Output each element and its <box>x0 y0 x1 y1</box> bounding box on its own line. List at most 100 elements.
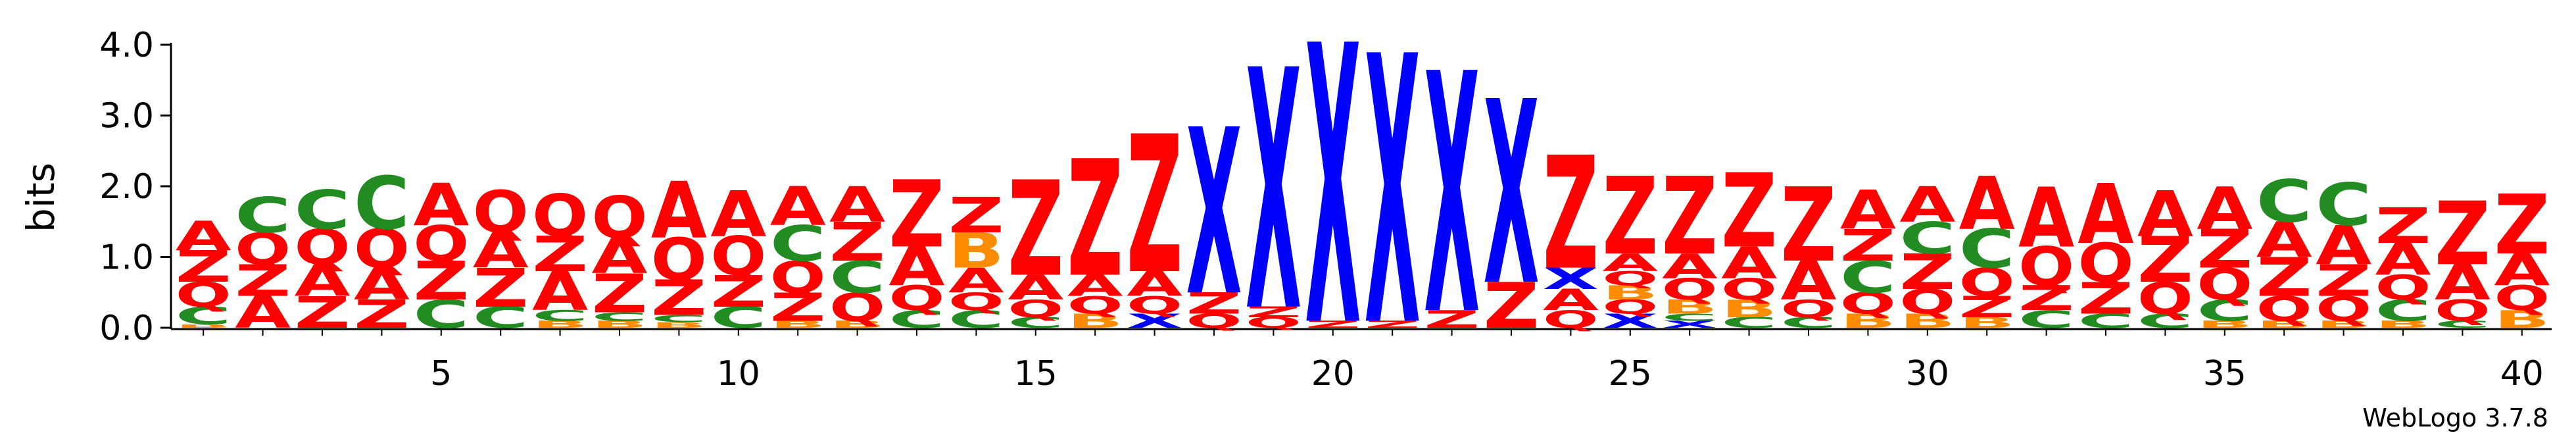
logo-letter-q: Q <box>1186 310 1242 332</box>
y-axis-label: bits <box>18 163 63 232</box>
logo-letter-q: Q <box>1602 268 1658 290</box>
logo-letter-a: A <box>1959 161 2015 246</box>
logo-letter-a: A <box>295 256 351 307</box>
logo-letter-c: C <box>532 307 588 324</box>
logo-letter-a: A <box>2137 178 2193 251</box>
logo-letter-a: A <box>354 259 410 310</box>
logo-letter-a: A <box>1008 268 1064 307</box>
logo-letter-q: Q <box>1008 295 1063 323</box>
logo-letter-c: C <box>1899 213 1955 264</box>
y-tick-label: 4.0 <box>99 26 154 65</box>
logo-letter-q: Q <box>1067 291 1123 319</box>
logo-letter-z: Z <box>413 251 469 312</box>
logo-letter-q: Q <box>2494 278 2550 318</box>
logo-letter-x: X <box>1186 82 1242 347</box>
logo-letter-z: Z <box>1959 290 2015 324</box>
logo-letter-c: C <box>2375 294 2431 328</box>
logo-letter-a: A <box>2375 234 2431 285</box>
logo-letter-a: A <box>1781 251 1837 312</box>
logo-letter-c: C <box>1959 219 2015 280</box>
logo-letter-z: Z <box>948 187 1004 244</box>
logo-letter-q: Q <box>592 184 648 252</box>
logo-letter-c: C <box>592 310 648 324</box>
logo-letter-q: Q <box>829 285 885 330</box>
logo-letter-q: Q <box>235 224 291 274</box>
logo-letter-a: A <box>473 222 529 279</box>
logo-letter-q: Q <box>1602 296 1658 319</box>
logo-letter-b: B <box>1067 310 1123 332</box>
logo-letter-a: A <box>2494 245 2550 296</box>
logo-letter-a: A <box>2256 212 2312 269</box>
logo-letter-x: X <box>1662 319 1718 330</box>
logo-letter-b: B <box>1840 310 1896 332</box>
logo-letter-q: Q <box>2375 268 2431 307</box>
logo-letter-z: Z <box>1899 244 1955 300</box>
logo-letter-a: A <box>1899 176 1955 233</box>
logo-letter-z: Z <box>1365 319 1421 330</box>
logo-letter-q: Q <box>770 252 826 303</box>
logo-letter-b: B <box>176 323 231 329</box>
logo-letter-c: C <box>2197 294 2252 328</box>
logo-letter-q: Q <box>2316 289 2371 328</box>
logo-letter-a: A <box>2197 175 2252 243</box>
logo-letter-z: Z <box>1602 155 1658 279</box>
logo-letter-a: A <box>2435 254 2491 311</box>
logo-letter-q: Q <box>2137 274 2193 324</box>
logo-letter-q: Q <box>1959 261 2015 305</box>
logo-letter-b: B <box>2316 319 2371 330</box>
logo-letter-z: Z <box>176 242 231 292</box>
logo-letter-b: B <box>1721 295 1777 323</box>
logo-letter-z: Z <box>1721 152 1777 271</box>
logo-letter-c: C <box>710 301 766 334</box>
logo-letter-x: X <box>1484 47 1540 341</box>
logo-letter-q: Q <box>1127 291 1182 319</box>
logo-letter-x: X <box>1602 310 1658 332</box>
logo-letter-z: Z <box>592 263 648 324</box>
logo-letter-a: A <box>592 228 648 284</box>
logo-letter-z: Z <box>1008 154 1063 306</box>
logo-letter-z: Z <box>2435 183 2491 285</box>
logo-letter-q: Q <box>413 215 469 272</box>
logo-letter-q: Q <box>2018 237 2074 298</box>
logo-letter-q: Q <box>1840 287 1896 321</box>
logo-letter-b: B <box>1899 310 1955 332</box>
logo-letter-a: A <box>2078 167 2134 263</box>
logo-letter-a: A <box>235 288 291 338</box>
logo-letter-z: Z <box>2197 219 2252 280</box>
logo-letter-a: A <box>651 166 707 256</box>
logo-letter-a: A <box>2316 215 2371 276</box>
logo-letter-a: A <box>710 178 766 251</box>
logo-letter-q: Q <box>1781 295 1837 323</box>
x-tick-label: 20 <box>1311 354 1355 394</box>
logo-letter-q: Q <box>2435 294 2491 328</box>
logo-letter-a: A <box>2018 170 2074 266</box>
x-tick-label: 35 <box>2203 354 2247 394</box>
weblogo-credit: WebLogo 3.7.8 <box>2362 403 2548 432</box>
logo-letter-z: Z <box>235 256 291 307</box>
logo-letter-z: Z <box>1781 166 1837 285</box>
logo-letter-a: A <box>948 261 1005 300</box>
logo-letter-c: C <box>651 313 707 324</box>
logo-letter-b: B <box>532 319 588 330</box>
logo-letter-z: Z <box>2137 224 2193 297</box>
logo-letter-z: Z <box>829 212 885 273</box>
logo-letter-x: X <box>1424 5 1480 388</box>
logo-letter-q: Q <box>532 182 588 250</box>
logo-letter-z: Z <box>354 292 410 337</box>
logo-letter-b: B <box>2375 319 2431 330</box>
x-tick-label: 30 <box>1906 354 1949 394</box>
logo-letter-q: Q <box>354 219 410 280</box>
logo-letter-a: A <box>1127 265 1183 304</box>
logo-letter-z: Z <box>2375 197 2431 254</box>
logo-letter-q: Q <box>2078 233 2134 294</box>
logo-stacks: BCQZAAZQCZAQCZAQCCZQACZAQBCAZQBCZAQBCZQA… <box>176 0 2550 411</box>
logo-letter-c: C <box>1781 315 1837 332</box>
logo-letter-x: X <box>1543 262 1599 296</box>
logo-letter-b: B <box>948 222 1004 279</box>
logo-letter-q: Q <box>948 288 1004 316</box>
logo-letter-z: Z <box>1662 155 1718 279</box>
y-tick-label: 2.0 <box>99 167 154 207</box>
y-tick-label: 0.0 <box>99 309 154 348</box>
logo-letter-c: C <box>2078 310 2134 332</box>
